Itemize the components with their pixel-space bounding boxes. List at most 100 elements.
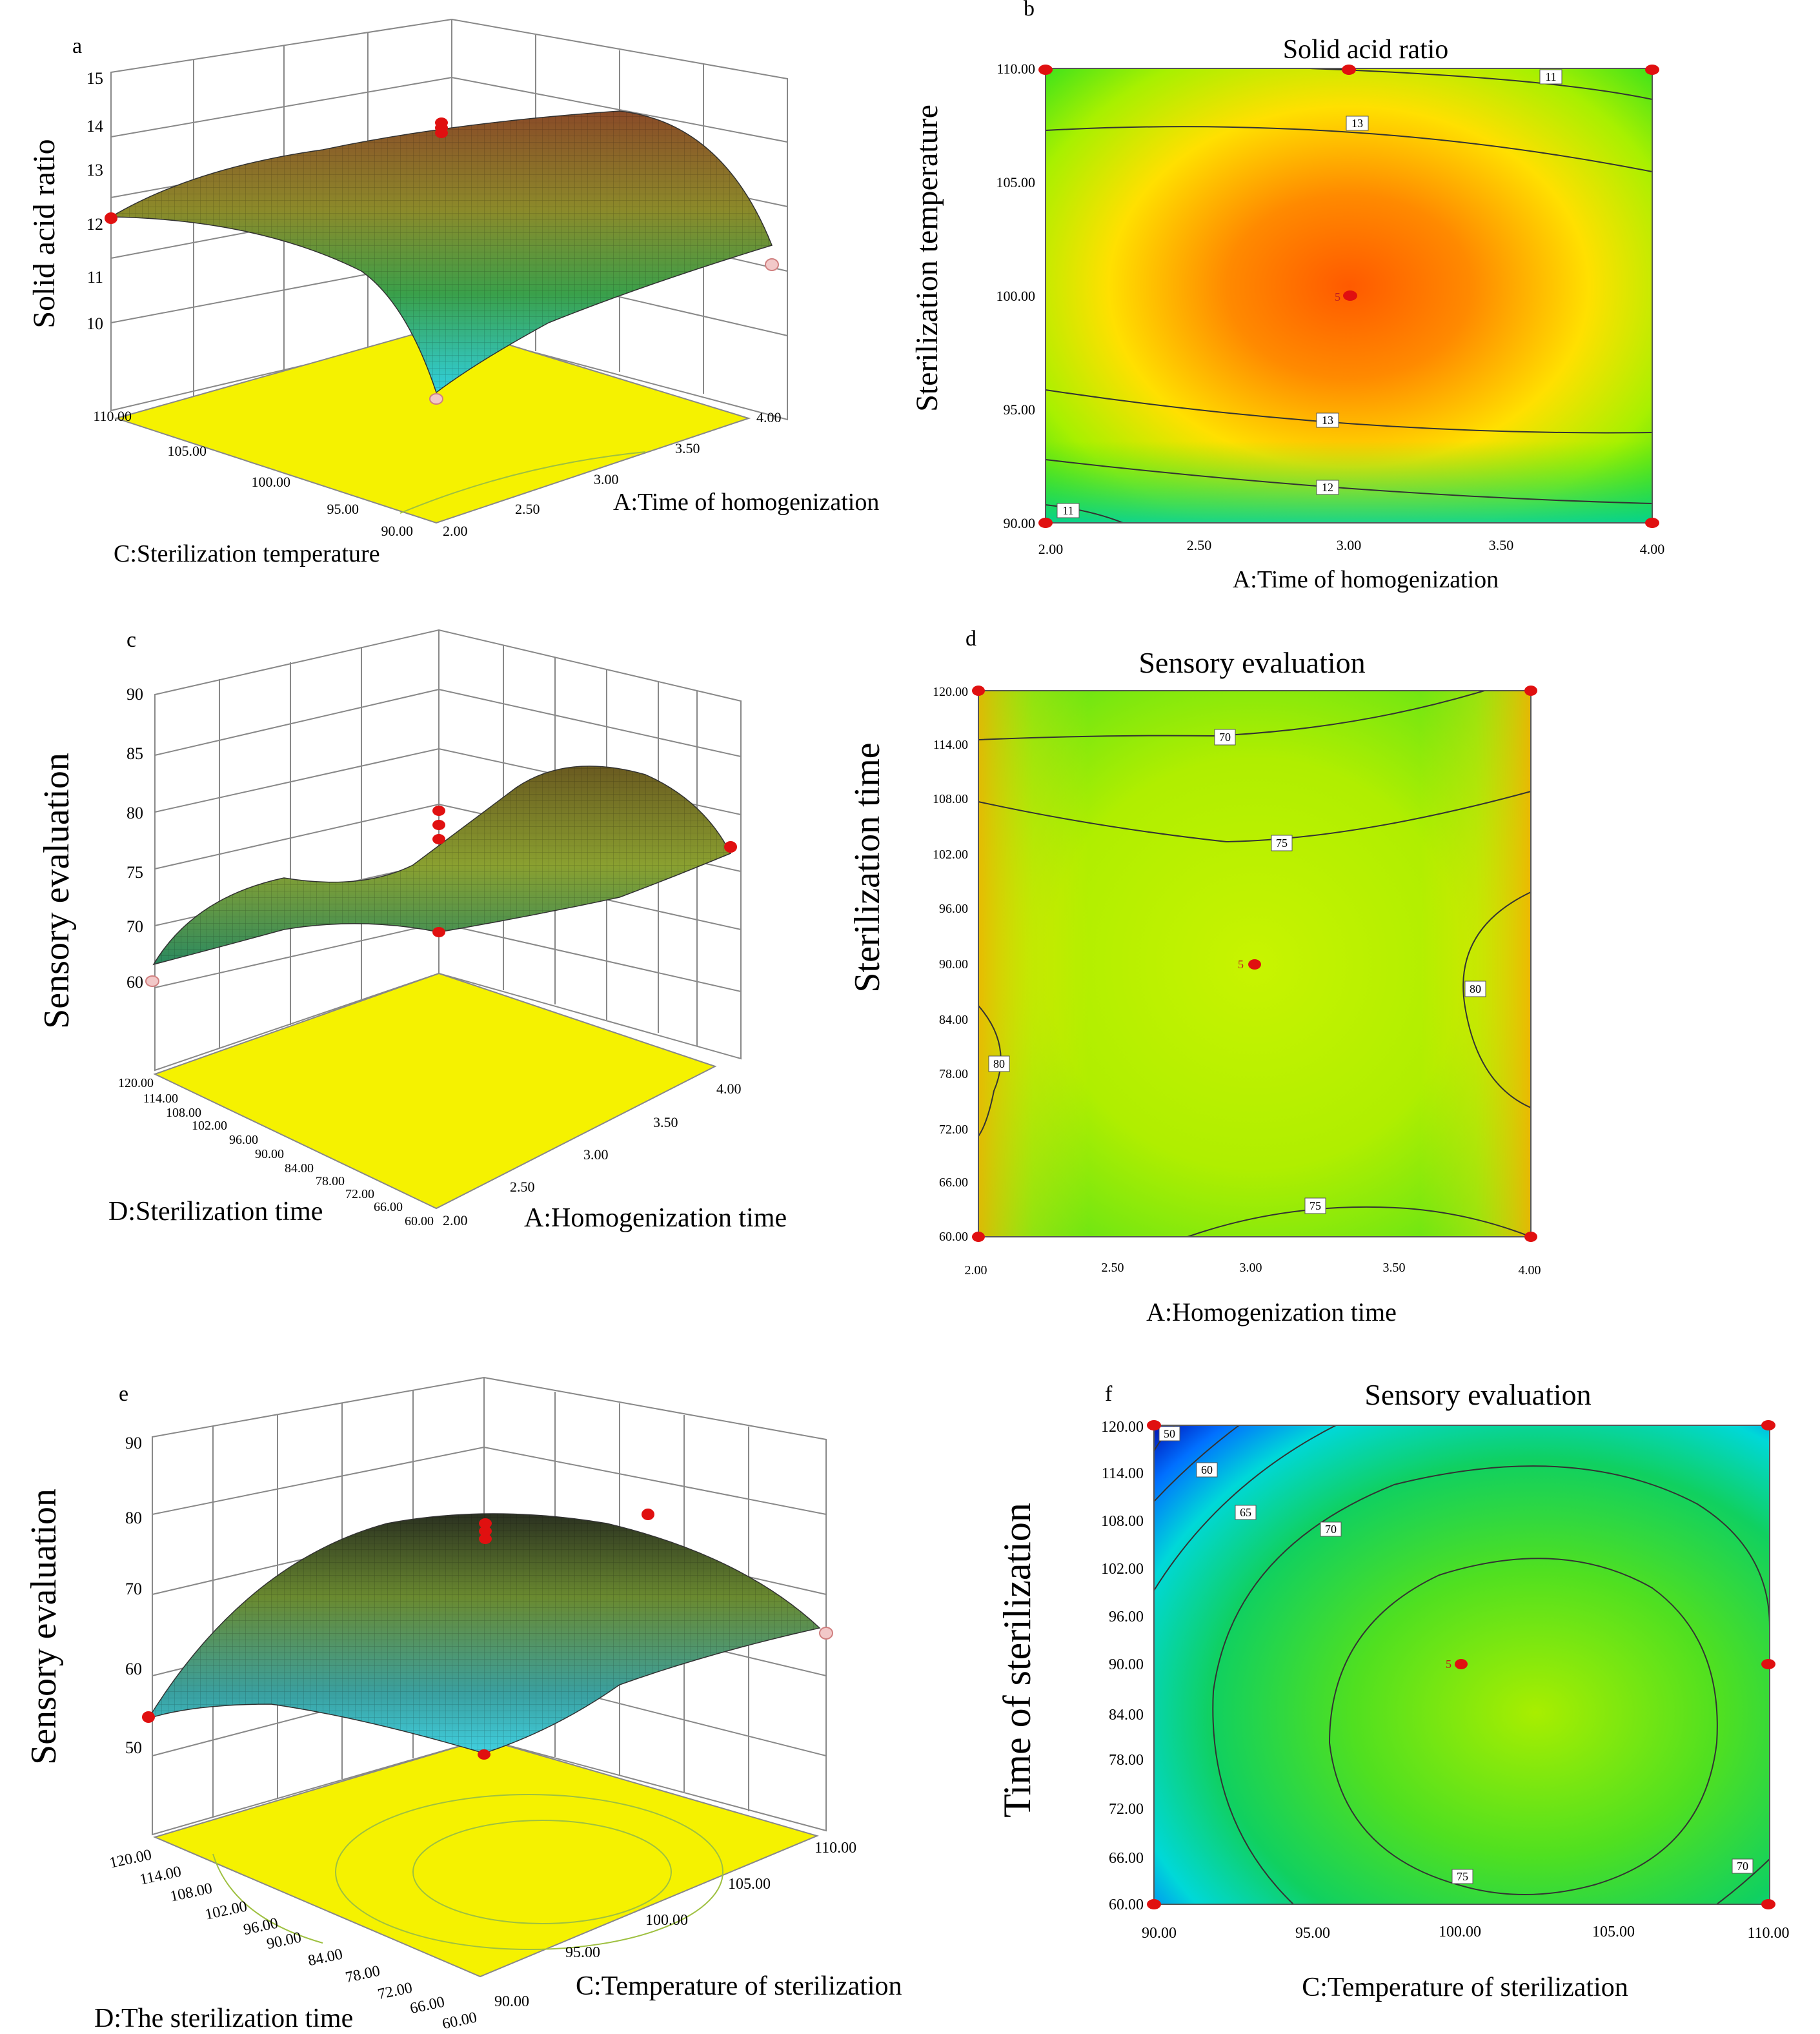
panel-d-points: [972, 686, 1537, 1242]
center-point: [1455, 1659, 1468, 1669]
y-tick: 60.00: [1109, 1897, 1144, 1913]
z-tick: 85: [126, 744, 143, 763]
design-point: [479, 1518, 492, 1529]
x-tick: 2.00: [443, 523, 468, 539]
panel-c-x-label: A:Homogenization time: [524, 1203, 787, 1233]
contour-line: [978, 690, 1485, 740]
panel-f-title: Sensory evaluation: [1364, 1378, 1591, 1411]
x-tick: 95.00: [565, 1944, 600, 1961]
contour-label: 11: [1062, 504, 1073, 517]
design-point: [1645, 65, 1659, 75]
z-tick: 75: [126, 863, 143, 882]
panel-d-contours: [978, 690, 1532, 1237]
y-tick: 66.00: [1109, 1850, 1144, 1867]
y-tick: 100.00: [252, 474, 291, 490]
design-point: [1147, 1899, 1161, 1909]
y-tick: 114.00: [1102, 1465, 1144, 1482]
y-tick: 114.00: [143, 1092, 178, 1106]
x-tick: 2.50: [1187, 537, 1212, 553]
panel-b-points: [1038, 65, 1659, 528]
y-tick: 110.00: [93, 408, 132, 424]
y-tick: 108.00: [168, 1880, 214, 1905]
panel-d-center-label: 5: [1238, 958, 1244, 971]
panel-b-title: Solid acid ratio: [1283, 35, 1449, 65]
y-tick: 108.00: [1101, 1513, 1144, 1530]
panel-d-x-ticks: 2.00 2.50 3.00 3.50 4.00: [965, 1261, 1541, 1277]
center-point: [1343, 290, 1357, 301]
panel-c-y-label: D:Sterilization time: [108, 1197, 323, 1226]
y-tick: 60.00: [441, 2009, 478, 2033]
z-tick: 80: [125, 1509, 142, 1527]
center-point: [1248, 959, 1261, 970]
design-point: [1038, 518, 1053, 528]
y-tick: 90.00: [1109, 1656, 1144, 1673]
panel-c-z-ticks: 60 70 75 80 85 90: [126, 685, 143, 992]
panel-e-z-ticks: 50 60 70 80 90: [125, 1434, 142, 1757]
y-tick: 84.00: [939, 1013, 968, 1027]
panel-a-letter: a: [72, 34, 82, 58]
x-tick: 2.00: [443, 1212, 468, 1228]
z-tick: 60: [125, 1660, 142, 1678]
design-point: [1524, 686, 1537, 696]
design-point: [432, 834, 445, 844]
y-tick: 96.00: [1109, 1609, 1144, 1625]
y-tick: 108.00: [166, 1106, 201, 1120]
y-tick: 84.00: [1109, 1707, 1144, 1724]
y-tick: 66.00: [409, 1993, 446, 2017]
x-tick: 100.00: [1439, 1924, 1481, 1940]
contour-label: 70: [1737, 1860, 1748, 1873]
design-point: [435, 128, 448, 138]
panel-b-center-label: 5: [1335, 290, 1340, 303]
contour-line: [1309, 68, 1653, 100]
y-tick: 120.00: [108, 1846, 153, 1871]
panel-a-floor-contour: [399, 451, 646, 514]
y-tick: 95.00: [327, 501, 359, 517]
y-tick: 100.00: [996, 288, 1036, 304]
panel-e-x-label: C:Temperature of sterilization: [576, 1971, 902, 2001]
design-point: [1038, 65, 1053, 75]
y-tick: 102.00: [933, 848, 968, 862]
design-point: [1761, 1899, 1775, 1909]
contour-label: 80: [1470, 982, 1481, 995]
contour-line: [978, 1005, 1002, 1137]
panel-d-frame: [978, 690, 1532, 1237]
z-tick: 50: [125, 1738, 142, 1757]
panel-b-contour-labels: 11 13 13 12 11: [1057, 69, 1562, 518]
panel-f-letter: f: [1105, 1382, 1113, 1406]
panel-e-z-label: Sensory evaluation: [24, 1489, 64, 1765]
panel-e: e 50 60 70 80 90 120.00 114.00 108.00 10…: [24, 1376, 902, 2033]
panel-b-letter: b: [1024, 0, 1035, 21]
y-tick: 72.00: [376, 1979, 414, 2003]
y-tick: 66.00: [374, 1200, 403, 1214]
panel-a-z-label: Solid acid ratio: [27, 139, 61, 328]
design-point: [142, 1711, 155, 1723]
contour-label: 75: [1276, 837, 1288, 849]
y-tick: 120.00: [933, 685, 968, 699]
contour-label: 65: [1240, 1506, 1251, 1519]
contour-label: 70: [1325, 1523, 1337, 1536]
z-tick: 15: [86, 69, 103, 88]
contour-label: 50: [1164, 1427, 1175, 1440]
y-tick: 114.00: [138, 1863, 183, 1888]
z-tick: 80: [126, 804, 143, 822]
design-point: [642, 1509, 654, 1520]
y-tick: 78.00: [316, 1174, 345, 1188]
design-point: [432, 806, 445, 816]
y-tick: 108.00: [933, 792, 968, 806]
contour-line: [1187, 1206, 1532, 1237]
panel-a: a 10 11 12 13 14 15 110.00 105.00 100.00…: [27, 18, 879, 567]
x-tick: 4.00: [716, 1081, 742, 1097]
y-tick: 110.00: [996, 61, 1035, 77]
x-tick: 3.00: [1240, 1261, 1262, 1275]
contour-line: [978, 791, 1532, 843]
y-tick: 78.00: [344, 1962, 381, 1986]
design-point: [724, 841, 737, 853]
design-point: [432, 820, 445, 830]
contour-label: 70: [1219, 731, 1231, 744]
panel-f-contour-labels: 50 60 65 70 75 70: [1158, 1426, 1754, 1884]
panel-c-points: [145, 806, 737, 987]
x-tick: 4.00: [756, 409, 782, 425]
y-tick: 84.00: [307, 1946, 344, 1969]
contour-label: 60: [1201, 1463, 1213, 1476]
